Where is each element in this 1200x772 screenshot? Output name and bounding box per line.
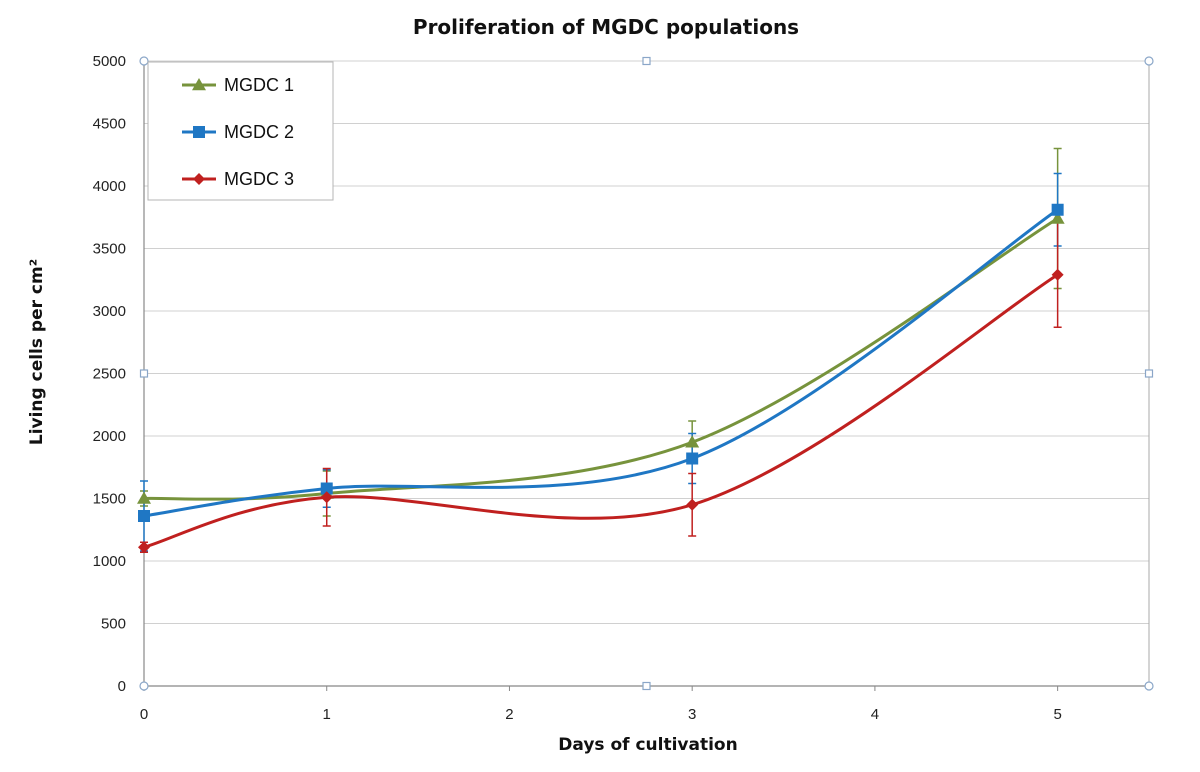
- x-axis-title: Days of cultivation: [558, 735, 737, 755]
- series-line: [143, 217, 1059, 501]
- resize-handle-side: [1144, 369, 1154, 378]
- legend-label: MGDC 3: [224, 169, 294, 189]
- data-point: [1051, 203, 1064, 216]
- tick-layer: 0 500 1000 1500 2000 2500 3000 3500 4000 4500 5000…: [93, 53, 1062, 723]
- y-tick-label: 3500: [93, 241, 126, 258]
- data-point: [320, 482, 333, 495]
- resize-handle-side: [139, 369, 149, 378]
- x-tick-label: 0: [140, 706, 148, 723]
- resize-handle-corner: [1144, 681, 1154, 691]
- y-tick-label: 4000: [93, 178, 126, 195]
- resize-handle-corner: [139, 681, 149, 691]
- series-layer: [137, 203, 1065, 554]
- y-tick-label: 5000: [93, 53, 126, 70]
- chart-title: Proliferation of MGDC populations: [413, 15, 799, 39]
- data-point: [1051, 268, 1064, 281]
- errorbar-layer: [140, 147, 1062, 553]
- data-point: [686, 452, 699, 465]
- resize-handle-side: [642, 681, 651, 691]
- y-tick-label: 1500: [93, 491, 126, 508]
- resize-handle-side: [642, 56, 651, 66]
- data-point: [685, 435, 700, 448]
- x-tick-label: 3: [688, 706, 696, 723]
- series-line: [143, 208, 1059, 518]
- series-line: [143, 273, 1059, 549]
- y-tick-label: 2500: [93, 366, 126, 383]
- y-tick-label: 3000: [93, 303, 126, 320]
- x-tick-label: 2: [505, 706, 513, 723]
- y-tick-label: 1000: [93, 553, 126, 570]
- data-point: [686, 498, 699, 511]
- legend-marker: [193, 126, 205, 138]
- y-tick-label: 500: [101, 616, 126, 633]
- y-tick-label: 0: [118, 678, 126, 695]
- legend-label: MGDC 1: [224, 75, 294, 95]
- data-point: [1050, 211, 1065, 224]
- resize-handle-corner: [1144, 56, 1154, 66]
- data-point: [138, 510, 150, 522]
- legend-marker: [193, 173, 205, 185]
- y-tick-label: 4500: [93, 116, 126, 133]
- x-tick-label: 4: [871, 706, 879, 723]
- data-point: [320, 491, 333, 504]
- legend-label: MGDC 2: [224, 122, 294, 142]
- y-tick-label: 2000: [93, 428, 126, 445]
- legend: MGDC 1 MGDC 2 MGDC 3: [147, 61, 334, 201]
- resize-handle-corner: [139, 56, 149, 66]
- data-point: [137, 491, 151, 504]
- axes-layer: [139, 56, 1154, 691]
- legend-box: [147, 61, 334, 201]
- x-tick-label: 5: [1053, 706, 1061, 723]
- x-tick-label: 1: [323, 706, 331, 723]
- y-axis-title: Living cells per cm²: [27, 259, 47, 445]
- data-point: [138, 541, 150, 554]
- legend-marker: [192, 78, 206, 91]
